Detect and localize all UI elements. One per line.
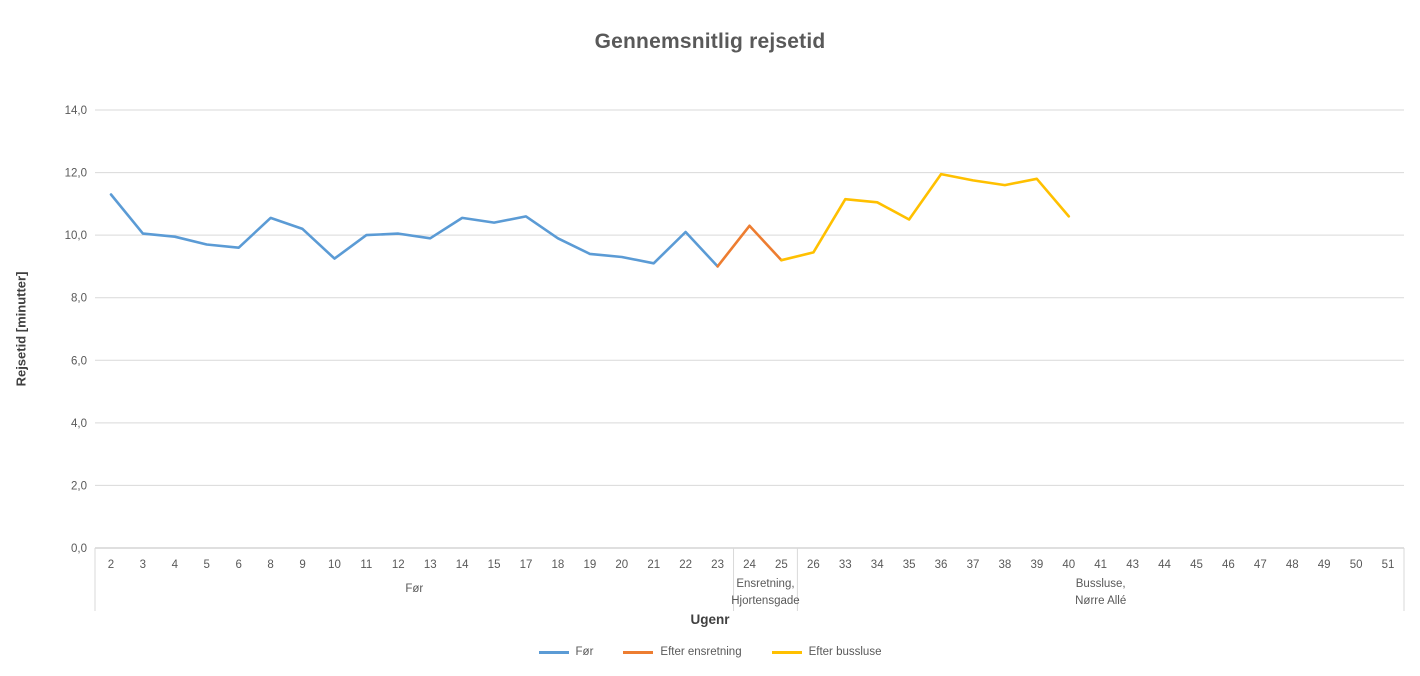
chart-title: Gennemsnitlig rejsetid bbox=[594, 30, 826, 53]
x-tick-label: 51 bbox=[1382, 559, 1395, 571]
y-tick-label: 12,0 bbox=[65, 168, 87, 180]
x-tick-label: 8 bbox=[267, 559, 273, 571]
legend: Før Efter ensretning Efter bussluse bbox=[0, 646, 1420, 658]
x-tick-label: 49 bbox=[1318, 559, 1331, 571]
x-tick-label: 35 bbox=[903, 559, 916, 571]
x-tick-label: 11 bbox=[360, 559, 372, 571]
x-tick-label: 14 bbox=[456, 559, 469, 571]
x-tick-label: 45 bbox=[1190, 559, 1203, 571]
x-tick-label: 43 bbox=[1126, 559, 1139, 571]
x-tick-label: 18 bbox=[552, 559, 565, 571]
x-tick-label: 39 bbox=[1030, 559, 1043, 571]
x-tick-label: 20 bbox=[615, 559, 628, 571]
legend-label: Efter bussluse bbox=[808, 646, 882, 658]
x-tick-label: 13 bbox=[424, 559, 437, 571]
series-line-efter-ensretning bbox=[716, 224, 783, 268]
category-group-label: Ensretning, bbox=[736, 578, 794, 590]
x-tick-label: 48 bbox=[1286, 559, 1299, 571]
y-tick-label: 10,0 bbox=[65, 230, 87, 242]
legend-label: Efter ensretning bbox=[660, 646, 742, 658]
x-tick-label: 19 bbox=[583, 559, 596, 571]
category-group-label: Før bbox=[405, 583, 423, 595]
x-tick-label: 6 bbox=[235, 559, 241, 571]
x-tick-label: 22 bbox=[679, 559, 692, 571]
y-tick-label: 4,0 bbox=[71, 418, 87, 430]
category-group-label: Bussluse, bbox=[1076, 578, 1126, 590]
y-tick-label: 8,0 bbox=[71, 293, 87, 305]
legend-label: Før bbox=[575, 646, 594, 658]
x-tick-label: 3 bbox=[140, 559, 146, 571]
x-tick-label: 12 bbox=[392, 559, 405, 571]
y-tick-label: 6,0 bbox=[71, 355, 87, 367]
legend-line-swatch bbox=[623, 650, 654, 654]
x-tick-label: 26 bbox=[807, 559, 820, 571]
series-line-f-r bbox=[109, 193, 719, 268]
x-tick-label: 5 bbox=[204, 559, 210, 571]
x-tick-label: 34 bbox=[871, 559, 884, 571]
x-tick-label: 10 bbox=[328, 559, 341, 571]
legend-line-swatch bbox=[538, 650, 569, 654]
x-tick-label: 40 bbox=[1062, 559, 1075, 571]
y-tick-label: 14,0 bbox=[65, 105, 87, 117]
legend-line-swatch bbox=[771, 650, 802, 654]
x-tick-label: 38 bbox=[999, 559, 1012, 571]
x-tick-label: 17 bbox=[520, 559, 533, 571]
x-tick-label: 44 bbox=[1158, 559, 1171, 571]
x-tick-label: 25 bbox=[775, 559, 788, 571]
legend-item-efter-ensretning: Efter ensretning bbox=[623, 646, 742, 658]
x-tick-label: 46 bbox=[1222, 559, 1235, 571]
x-tick-label: 50 bbox=[1350, 559, 1363, 571]
y-tick-label: 2,0 bbox=[71, 480, 87, 492]
category-group-label: Hjortensgade bbox=[731, 595, 799, 607]
x-tick-label: 24 bbox=[743, 559, 756, 571]
category-group-label: Nørre Allé bbox=[1075, 595, 1126, 607]
y-tick-label: 0,0 bbox=[71, 543, 87, 555]
x-tick-label: 2 bbox=[108, 559, 114, 571]
x-tick-label: 36 bbox=[935, 559, 948, 571]
x-tick-label: 41 bbox=[1094, 559, 1107, 571]
x-tick-label: 15 bbox=[488, 559, 501, 571]
x-tick-label: 4 bbox=[172, 559, 179, 571]
x-tick-label: 21 bbox=[647, 559, 660, 571]
legend-item-f-r: Før bbox=[538, 646, 594, 658]
x-tick-label: 33 bbox=[839, 559, 852, 571]
x-tick-label: 47 bbox=[1254, 559, 1267, 571]
x-tick-label: 23 bbox=[711, 559, 724, 571]
legend-item-efter-bussluse: Efter bussluse bbox=[771, 646, 882, 658]
x-tick-label: 37 bbox=[967, 559, 980, 571]
x-axis-title: Ugenr bbox=[690, 612, 730, 627]
x-tick-label: 9 bbox=[299, 559, 305, 571]
series-line-efter-bussluse bbox=[780, 172, 1071, 262]
